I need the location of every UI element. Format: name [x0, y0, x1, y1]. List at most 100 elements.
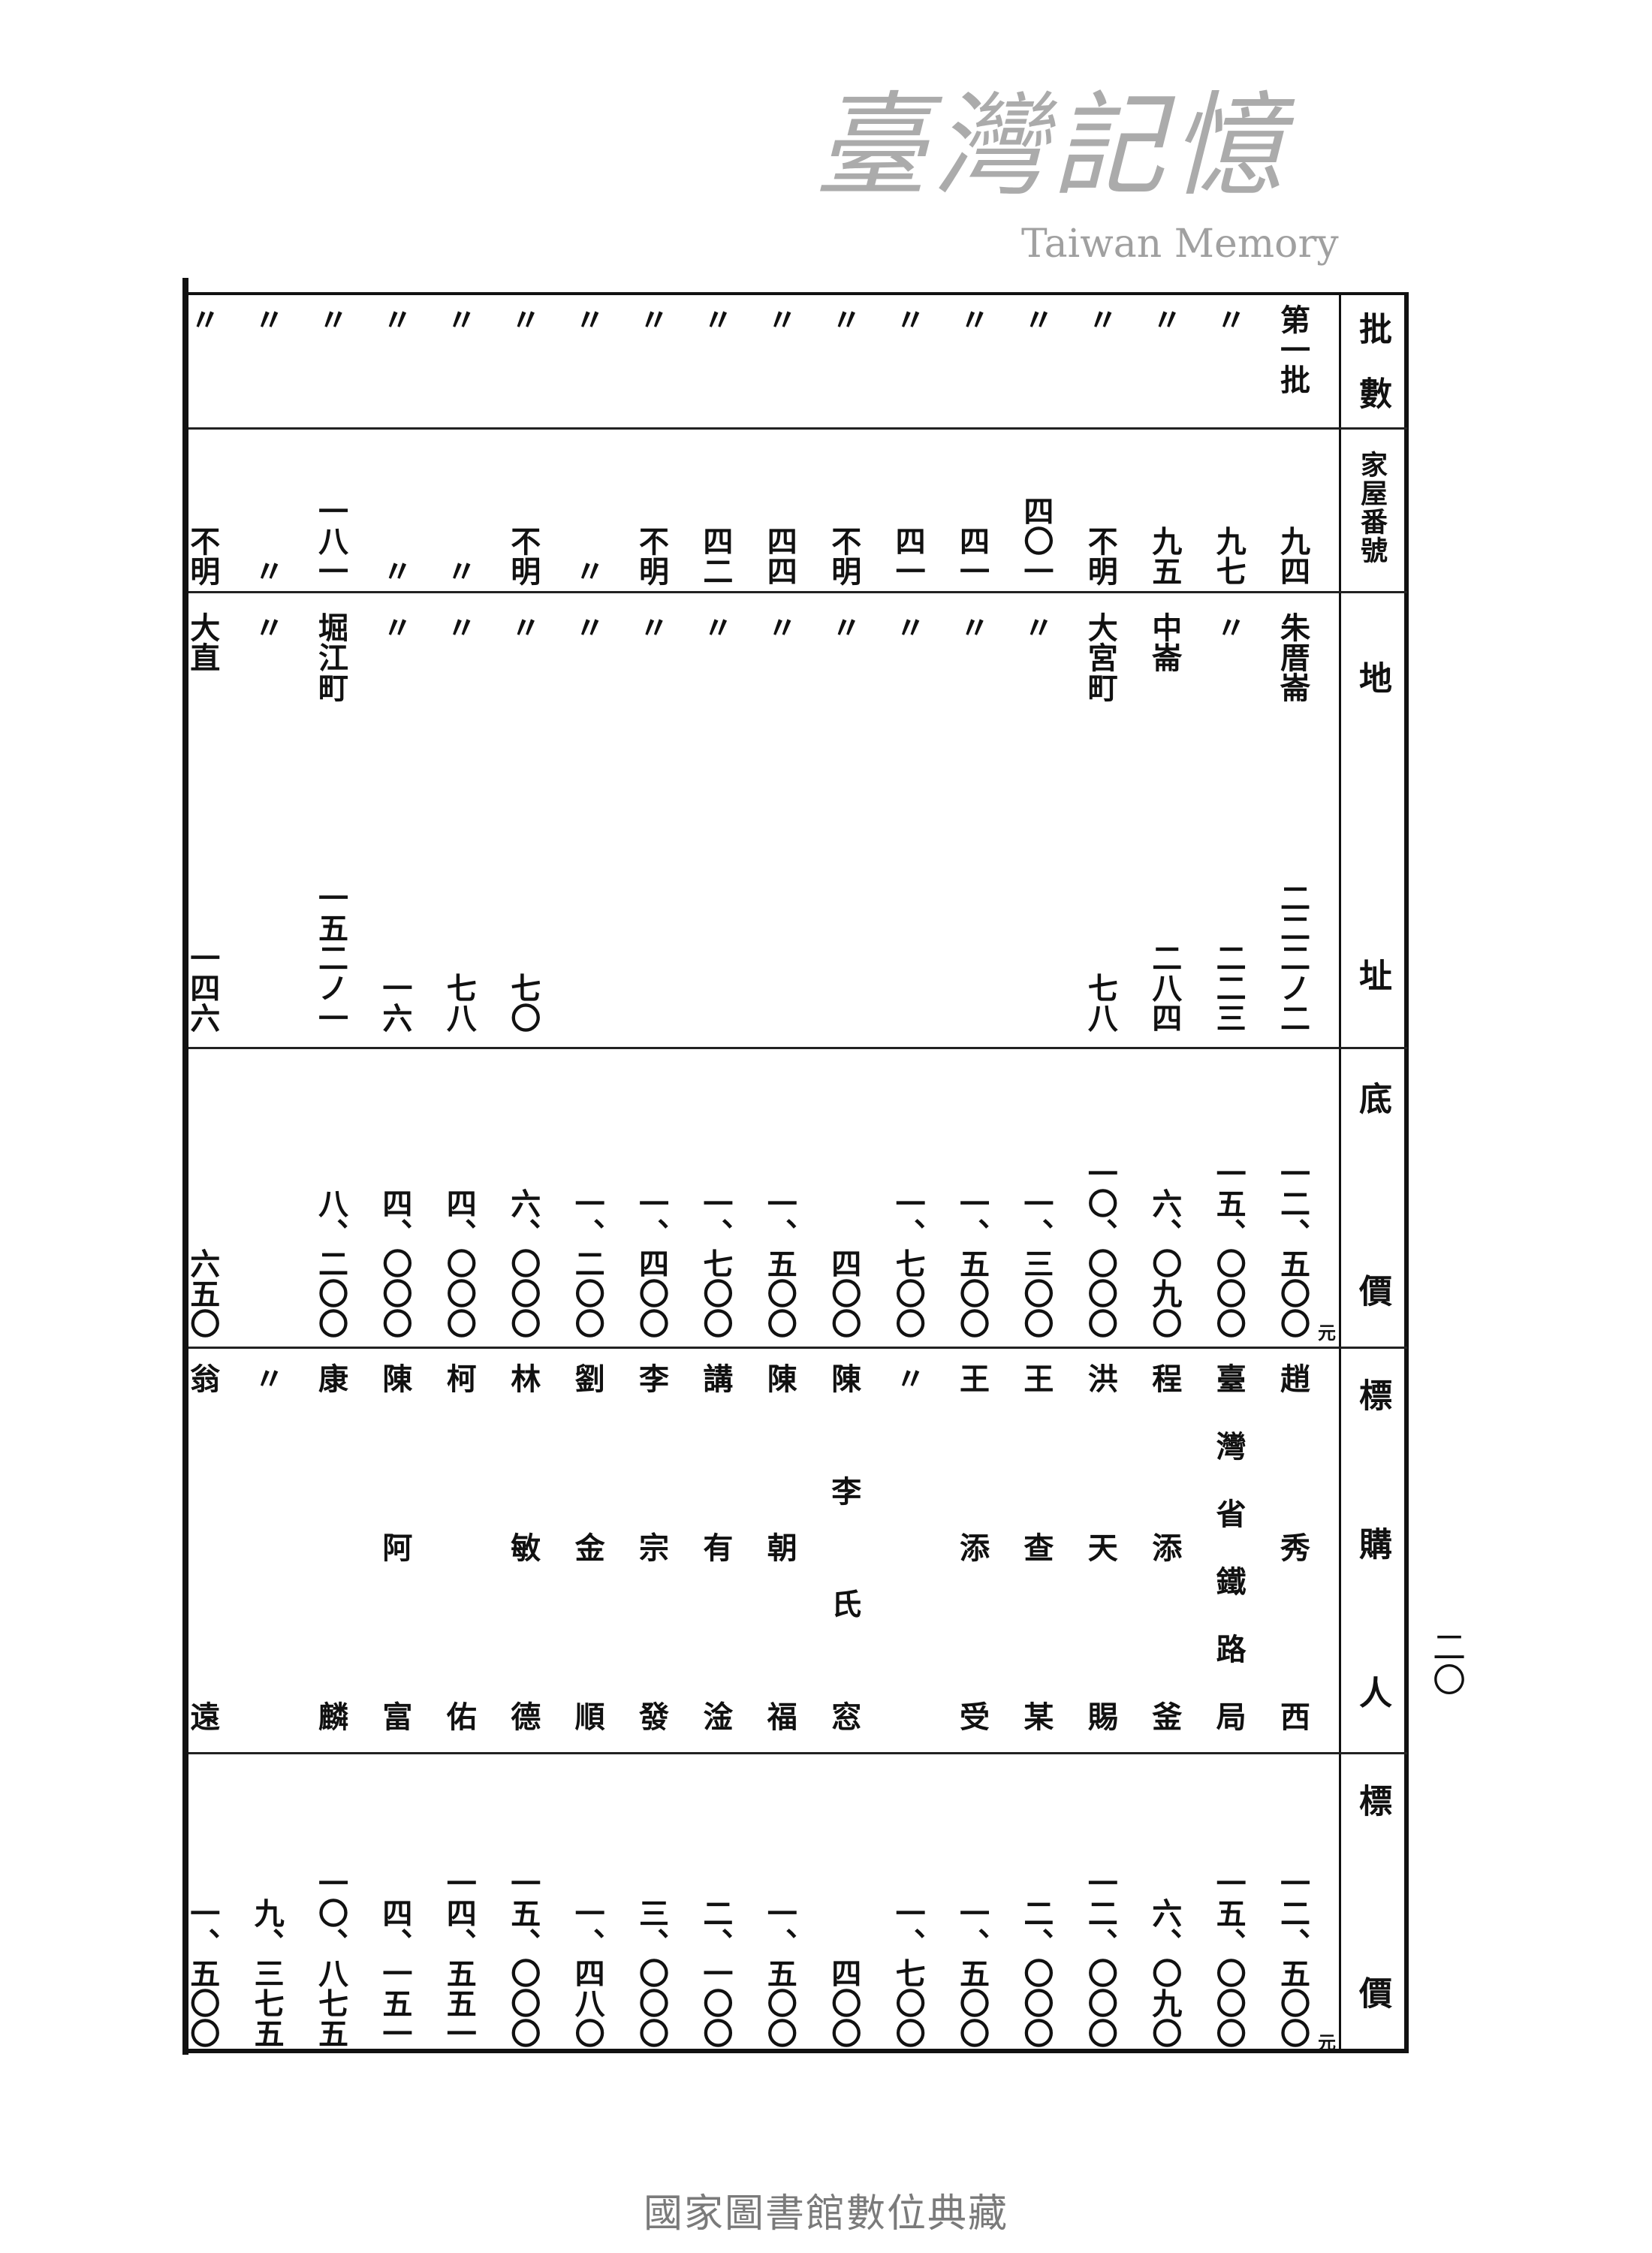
- address-place-cell: 〃: [757, 612, 802, 800]
- bidder-cell: 柯佑: [441, 1363, 477, 1731]
- house-no-cell-text: 九五: [1147, 526, 1183, 586]
- address-lot-cell: [629, 811, 674, 1033]
- bidder-cell: 王添受: [954, 1363, 990, 1731]
- bid-price-cell-text: 二、一〇〇: [698, 1898, 734, 2048]
- bidder-cell: 王查某: [1018, 1363, 1054, 1731]
- address-place-cell-text: 大宮町: [1082, 612, 1118, 702]
- address-place-cell: 大直: [179, 612, 225, 800]
- address-lot-cell-text: 七〇: [505, 973, 541, 1033]
- bid-price-cell: 一二、五〇〇: [1270, 1761, 1315, 2048]
- address-lot-cell-text: 二八四: [1147, 943, 1183, 1033]
- base-price-cell-text: 六五〇: [185, 1248, 221, 1338]
- batch-cell: 〃: [692, 304, 737, 424]
- base-price-cell-text: 四、〇〇〇: [441, 1188, 477, 1338]
- bid-price-cell: 一二、〇〇〇: [1078, 1761, 1123, 2048]
- batch-cell: 〃: [885, 304, 930, 424]
- bid-price-cell: 一、四八〇: [565, 1761, 610, 2048]
- house-no-cell-text: 〃: [377, 556, 413, 586]
- house-no-cell: 〃: [436, 447, 481, 586]
- watermark-logo: 臺灣記憶: [815, 81, 1290, 212]
- address-lot-cell: 一四六: [179, 811, 225, 1033]
- batch-cell-text: 〃: [313, 304, 348, 334]
- house-no-cell-text: 不明: [1082, 526, 1118, 586]
- bid-price-cell: 六、〇九〇: [1141, 1761, 1186, 2048]
- address-place-cell: 〃: [949, 612, 994, 800]
- address-place-cell-text: 〃: [954, 612, 990, 642]
- bidder-cell: 〃: [249, 1363, 285, 1393]
- batch-cell: 〃: [821, 304, 866, 424]
- frame-left-rule: [182, 278, 188, 2055]
- address-place-cell-text: 大直: [185, 612, 221, 672]
- address-place-cell-text: 〃: [1210, 612, 1247, 642]
- base-price-cell: 一、五〇〇: [949, 1059, 994, 1338]
- base-price-cell: 一、七〇〇: [885, 1059, 930, 1338]
- base-price-cell-text: 四〇〇: [826, 1248, 862, 1338]
- base-price-cell: 六、〇〇〇: [500, 1059, 545, 1338]
- address-place-cell-text: 〃: [377, 612, 413, 642]
- house-no-cell-text: 九七: [1210, 526, 1247, 586]
- address-place-cell-text: 〃: [826, 612, 862, 642]
- house-no-cell: 四〇一: [1013, 447, 1058, 586]
- address-lot-cell: 七八: [436, 811, 481, 1033]
- house-no-cell-text: 不明: [185, 526, 221, 586]
- header-bidder: 標購人: [1353, 1378, 1391, 1709]
- bid-price-cell-text: 一四、五五一: [441, 1868, 477, 2048]
- base-price-cell: 一五、〇〇〇: [1206, 1059, 1251, 1338]
- bid-price-cell-text: 四、一五一: [377, 1898, 413, 2048]
- batch-cell: 〃: [308, 304, 353, 424]
- house-no-cell-text: 四四: [761, 526, 797, 586]
- batch-cell: 第一批: [1270, 304, 1315, 424]
- section-divider: [188, 1347, 1407, 1349]
- batch-cell-text: 〃: [1210, 304, 1247, 334]
- address-place-cell-text: 堀江町: [313, 612, 348, 702]
- bidder-cell: 翁遠: [185, 1363, 221, 1731]
- batch-cell-text: 〃: [505, 304, 541, 334]
- batch-cell-text: 〃: [1147, 304, 1183, 334]
- section-divider: [188, 1752, 1407, 1754]
- bid-price-cell: 一、五〇〇: [179, 1761, 225, 2048]
- batch-cell: 〃: [500, 304, 545, 424]
- bid-price-cell-text: 二、〇〇〇: [1018, 1898, 1054, 2048]
- header-base-price: 底價: [1353, 1081, 1391, 1307]
- bidder-cell: 臺灣省鐵路局: [1210, 1363, 1247, 1731]
- address-lot-cell: 二八四: [1141, 811, 1186, 1033]
- base-price-cell: 一二、五〇〇: [1270, 1059, 1315, 1338]
- bid-price-cell: 一〇、八七五: [308, 1761, 353, 2048]
- bid-price-cell-text: 一五、〇〇〇: [1210, 1868, 1247, 2048]
- base-price-cell-text: 一、四〇〇: [634, 1188, 669, 1338]
- bidder-cell: 洪天賜: [1082, 1363, 1118, 1731]
- base-price-cell-text: 一二、五〇〇: [1275, 1158, 1310, 1338]
- bid-price-cell: 一四、五五一: [436, 1761, 481, 2048]
- section-divider: [188, 591, 1407, 593]
- bid-price-cell-text: 三、〇〇〇: [634, 1898, 669, 2048]
- house-no-cell: 九七: [1206, 447, 1251, 586]
- batch-cell-text: 〃: [826, 304, 862, 334]
- base-price-cell-text: 一、二〇〇: [569, 1188, 605, 1338]
- address-place-cell-text: 〃: [441, 612, 477, 642]
- address-lot-cell-text: 一四六: [185, 943, 221, 1033]
- address-place-cell-text: 〃: [698, 612, 734, 642]
- bid-price-cell-text: 一五、〇〇〇: [505, 1868, 541, 2048]
- bid-price-cell-text: 一、四八〇: [569, 1898, 605, 2048]
- address-lot-cell-text: 一六: [377, 973, 413, 1033]
- address-lot-cell: 七〇: [500, 811, 545, 1033]
- bid-price-cell: 四〇〇: [821, 1761, 866, 2048]
- batch-cell-text: 〃: [377, 304, 413, 334]
- address-lot-cell: [821, 811, 866, 1033]
- base-price-cell-text: 一、三〇〇: [1018, 1188, 1054, 1338]
- base-price-cell: 一、三〇〇: [1013, 1059, 1058, 1338]
- house-no-cell: 〃: [244, 447, 289, 586]
- bidder-cell: 陳朝福: [761, 1363, 797, 1731]
- address-lot-cell: [692, 811, 737, 1033]
- bid-price-cell: 一、五〇〇: [949, 1761, 994, 2048]
- batch-cell: 〃: [1078, 304, 1123, 424]
- bid-price-cell-text: 九、三七五: [249, 1898, 285, 2048]
- bidder-cell: 李宗發: [634, 1363, 669, 1731]
- batch-cell-text: 〃: [954, 304, 990, 334]
- bid-price-cell-text: 一、五〇〇: [761, 1898, 797, 2048]
- batch-cell: 〃: [372, 304, 417, 424]
- house-no-cell-text: 不明: [826, 526, 862, 586]
- house-no-cell-text: 四一: [890, 526, 926, 586]
- bidder-cell: 陳阿富: [377, 1363, 413, 1731]
- base-price-cell: 四、〇〇〇: [436, 1059, 481, 1338]
